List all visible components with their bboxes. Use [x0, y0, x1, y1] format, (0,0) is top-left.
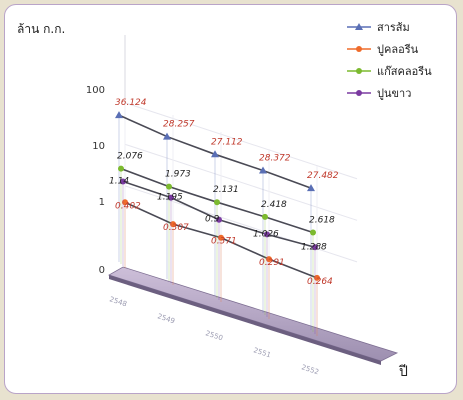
- data-label: 28.257: [163, 120, 195, 130]
- legend: สารส้มปูคลอรีนแก๊สคลอรีนปูนขาว: [347, 21, 432, 100]
- data-label: 0.264: [307, 277, 333, 287]
- legend-marker: [356, 68, 362, 74]
- data-point: [307, 184, 315, 192]
- legend-item: สารส้ม: [347, 21, 410, 34]
- y-tick-label: 0: [99, 265, 105, 276]
- data-point: [168, 194, 174, 201]
- data-label: 36.124: [115, 98, 147, 108]
- legend-item: แก๊สคลอรีน: [347, 65, 432, 78]
- data-label: 0.371: [211, 237, 237, 247]
- data-label: 2.618: [309, 215, 335, 225]
- data-label: 1.195: [157, 193, 183, 203]
- legend-label: ปูคลอรีน: [377, 43, 419, 56]
- legend-label: แก๊สคลอรีน: [377, 65, 432, 78]
- data-label: 0.9: [205, 215, 220, 225]
- data-label: 1.026: [253, 229, 279, 239]
- data-point: [214, 199, 220, 206]
- x-tick-label: 2548: [108, 295, 127, 308]
- gridline: [124, 102, 358, 180]
- legend-item: ปูนขาว: [347, 87, 411, 100]
- data-label: 0.307: [163, 223, 189, 233]
- y-tick-label: 100: [86, 85, 105, 96]
- chart-frame: 100 10 1 0 2548 2549 2550 2551 2552 36.124 28.25…: [4, 4, 457, 394]
- gridline: [124, 143, 358, 221]
- data-point: [170, 221, 176, 228]
- data-label: 2.076: [117, 152, 143, 162]
- data-point: [216, 216, 222, 223]
- data-label: 2.418: [261, 200, 287, 210]
- x-tick-label: 2550: [204, 329, 223, 342]
- legend-marker: [355, 23, 363, 30]
- data-point: [115, 111, 123, 119]
- data-point: [118, 165, 124, 172]
- y-tick-label: 10: [92, 141, 105, 152]
- y-tick-label: 1: [99, 197, 105, 208]
- data-point: [211, 150, 219, 158]
- data-point: [122, 199, 128, 206]
- data-point: [314, 274, 320, 281]
- chart-floor-edge: [109, 275, 381, 365]
- x-axis-title: ปี: [399, 364, 408, 380]
- data-label: 1.973: [165, 170, 191, 180]
- y-axis-title: ล้าน ก.ก.: [17, 22, 65, 36]
- legend-label: สารส้ม: [377, 21, 410, 34]
- x-tick-label: 2549: [156, 312, 175, 325]
- plot-area: 36.124 28.257 27.112 28.372 27.482 0.402 0.307…: [109, 98, 339, 336]
- data-point: [120, 178, 126, 185]
- data-point: [264, 231, 270, 238]
- legend-marker: [356, 46, 362, 52]
- data-label: 27.112: [211, 137, 243, 147]
- data-point: [218, 234, 224, 241]
- data-label: 0.291: [259, 258, 285, 268]
- legend-marker: [356, 90, 362, 96]
- data-label: 1.288: [301, 242, 327, 252]
- legend-label: ปูนขาว: [377, 87, 411, 100]
- chart-floor-slab: [108, 266, 399, 362]
- x-tick-label: 2551: [252, 346, 271, 359]
- series-1: 0.402 0.307 0.371 0.291 0.264: [115, 199, 333, 336]
- data-point: [310, 229, 316, 236]
- x-tick-label: 2552: [300, 363, 319, 376]
- data-label: 1.14: [109, 176, 129, 186]
- data-label: 0.402: [115, 201, 141, 211]
- data-point: [312, 244, 318, 251]
- series-3: 1.14 1.195 0.9 1.026 1.288: [109, 176, 327, 334]
- legend-item: ปูคลอรีน: [347, 43, 419, 56]
- data-point: [259, 166, 267, 174]
- data-label: 28.372: [259, 153, 291, 163]
- series-0: 36.124 28.257 27.112 28.372 27.482: [115, 98, 339, 330]
- data-point: [262, 213, 268, 220]
- gridline: [124, 185, 358, 263]
- chart-floor: [108, 266, 399, 365]
- data-label: 27.482: [307, 171, 339, 181]
- data-point: [266, 256, 272, 263]
- data-point: [163, 132, 171, 140]
- data-point: [166, 183, 172, 190]
- data-label: 2.131: [213, 185, 239, 195]
